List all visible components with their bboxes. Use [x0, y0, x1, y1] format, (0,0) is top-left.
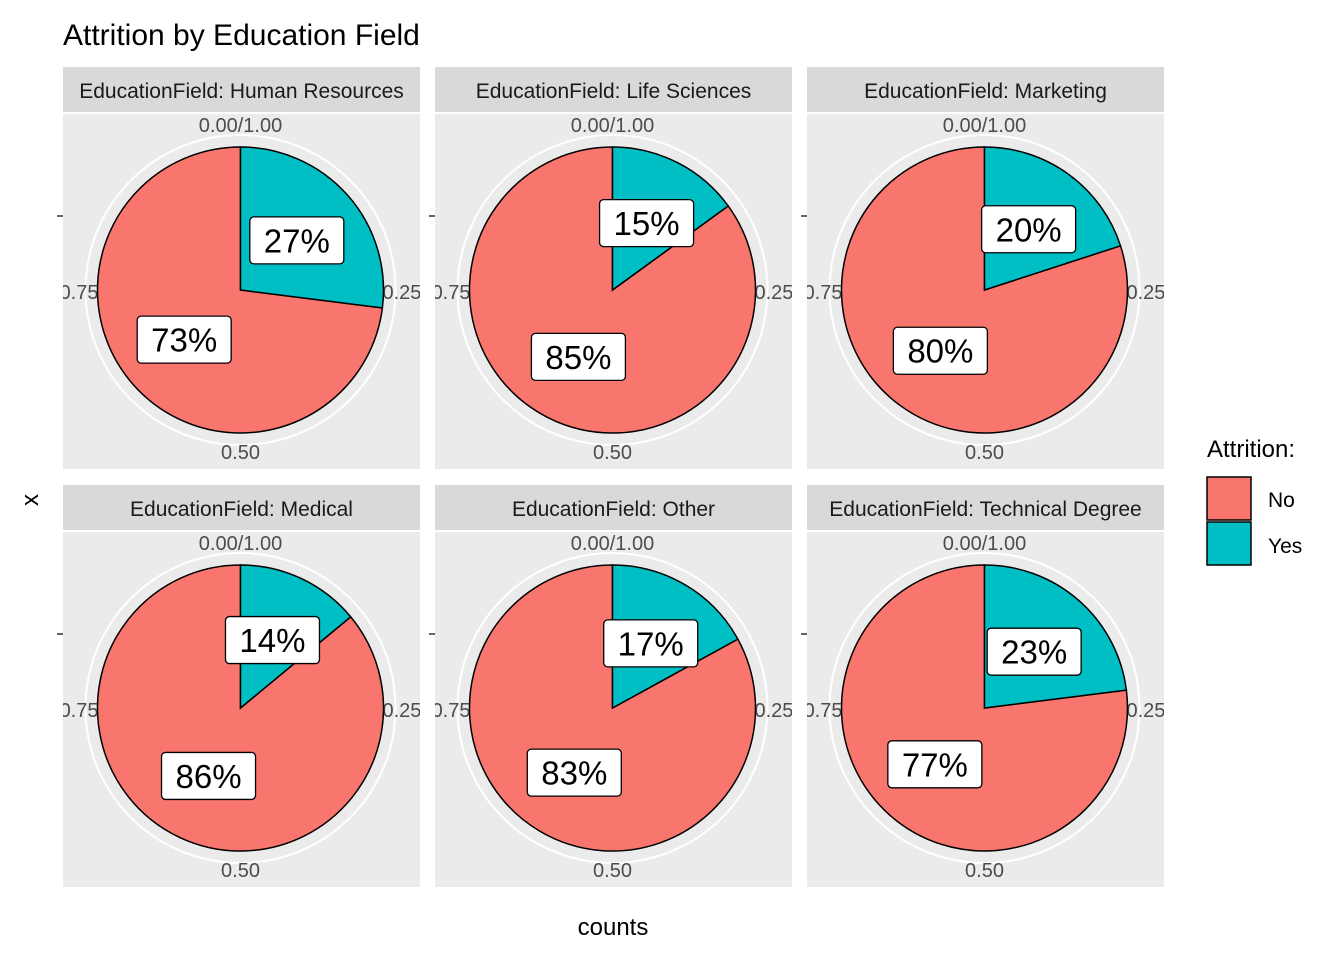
- data-label-no: 80%: [892, 326, 989, 375]
- svg-text:14%: 14%: [239, 622, 305, 659]
- theta-tick-label: 0.00/1.00: [571, 115, 654, 137]
- theta-tick-label: 0.25: [1127, 282, 1166, 304]
- facet-panel: EducationField: Human Resources 0.00/1.00…: [57, 67, 422, 469]
- facet-strip-label: EducationField: Medical: [130, 498, 353, 521]
- svg-text:17%: 17%: [618, 625, 684, 662]
- theta-tick-label: 0.25: [383, 282, 422, 304]
- facet-strip: [807, 67, 1164, 112]
- polar-gridline: [456, 552, 769, 864]
- svg-text:20%: 20%: [996, 211, 1062, 248]
- data-label-no: 77%: [887, 740, 983, 789]
- polar-gridline: [828, 134, 1141, 446]
- svg-text:83%: 83%: [541, 755, 607, 792]
- facet-panel: EducationField: Other 0.00/1.00 0.25 0.50 0.…: [429, 485, 794, 887]
- data-label-no: 83%: [526, 748, 622, 797]
- data-label-no: 73%: [136, 315, 232, 364]
- facet-strip: [435, 485, 792, 530]
- facet-panel: EducationField: Life Sciences 0.00/1.00 0.…: [429, 67, 794, 469]
- theta-tick-label: 0.00/1.00: [943, 115, 1026, 137]
- data-label-yes: 15%: [598, 198, 695, 248]
- legend-key-no: [1206, 476, 1252, 521]
- svg-text:23%: 23%: [1001, 634, 1067, 671]
- facet-panel: EducationField: Technical Degree 0.00/1.0…: [801, 485, 1166, 887]
- facet-strip: [435, 67, 792, 112]
- facet-panels: EducationField: Human Resources 0.00/1.00…: [57, 67, 1166, 887]
- theta-tick-label: 0.00/1.00: [571, 533, 654, 555]
- x-axis-title: counts: [578, 914, 649, 941]
- svg-text:80%: 80%: [907, 333, 973, 370]
- theta-tick-label: 0.25: [755, 700, 794, 722]
- polar-gridline: [828, 552, 1141, 864]
- theta-tick-label: 0.50: [593, 442, 632, 464]
- svg-text:15%: 15%: [614, 205, 680, 242]
- facet-strip-label: EducationField: Technical Degree: [829, 498, 1141, 521]
- facet-strip-label: EducationField: Marketing: [864, 80, 1107, 103]
- data-label-yes: 23%: [986, 627, 1082, 676]
- svg-text:85%: 85%: [545, 339, 611, 376]
- theta-tick-label: 0.50: [221, 442, 260, 464]
- y-axis-title: x: [17, 494, 44, 506]
- data-label-no: 86%: [160, 751, 257, 801]
- theta-tick-label: 0.75: [432, 700, 471, 722]
- theta-tick-label: 0.25: [383, 700, 422, 722]
- svg-text:27%: 27%: [264, 222, 330, 259]
- polar-gridline: [84, 134, 397, 446]
- facet-strip-label: EducationField: Life Sciences: [476, 80, 752, 103]
- theta-tick-label: 0.75: [60, 282, 99, 304]
- svg-text:77%: 77%: [902, 746, 968, 783]
- theta-tick-label: 0.00/1.00: [199, 533, 282, 555]
- chart-title: Attrition by Education Field: [63, 19, 420, 52]
- svg-text:73%: 73%: [151, 322, 217, 359]
- facet-strip: [807, 485, 1164, 530]
- facet-strip: [63, 67, 420, 112]
- legend-label-no: No: [1268, 489, 1295, 512]
- legend-title: Attrition:: [1207, 436, 1295, 463]
- theta-tick-label: 0.50: [965, 860, 1004, 882]
- theta-tick-label: 0.25: [1127, 700, 1166, 722]
- theta-tick-label: 0.75: [60, 700, 99, 722]
- facet-strip-label: EducationField: Other: [512, 498, 715, 521]
- facet-strip-label: EducationField: Human Resources: [79, 80, 404, 103]
- svg-text:86%: 86%: [176, 758, 242, 795]
- theta-tick-label: 0.50: [593, 860, 632, 882]
- theta-tick-label: 0.75: [804, 282, 843, 304]
- legend-key-yes: [1206, 521, 1252, 566]
- theta-tick-label: 0.50: [221, 860, 260, 882]
- data-label-yes: 20%: [980, 205, 1077, 254]
- theta-tick-label: 0.50: [965, 442, 1004, 464]
- data-label-no: 85%: [530, 332, 627, 382]
- facet-strip: [63, 485, 420, 530]
- theta-tick-label: 0.25: [755, 282, 794, 304]
- polar-gridline: [84, 552, 397, 864]
- theta-tick-label: 0.00/1.00: [199, 115, 282, 137]
- data-label-yes: 17%: [603, 619, 699, 668]
- facet-panel: EducationField: Medical 0.00/1.00 0.25 0.50…: [57, 485, 422, 887]
- data-label-yes: 27%: [249, 216, 345, 265]
- legend-label-yes: Yes: [1268, 535, 1302, 558]
- facet-panel: EducationField: Marketing 0.00/1.00 0.25 0.…: [801, 67, 1166, 469]
- theta-tick-label: 0.75: [432, 282, 471, 304]
- legend: Attrition: No Yes: [1206, 436, 1302, 566]
- data-label-yes: 14%: [224, 615, 321, 665]
- theta-tick-label: 0.00/1.00: [943, 533, 1026, 555]
- theta-tick-label: 0.75: [804, 700, 843, 722]
- polar-gridline: [456, 134, 769, 446]
